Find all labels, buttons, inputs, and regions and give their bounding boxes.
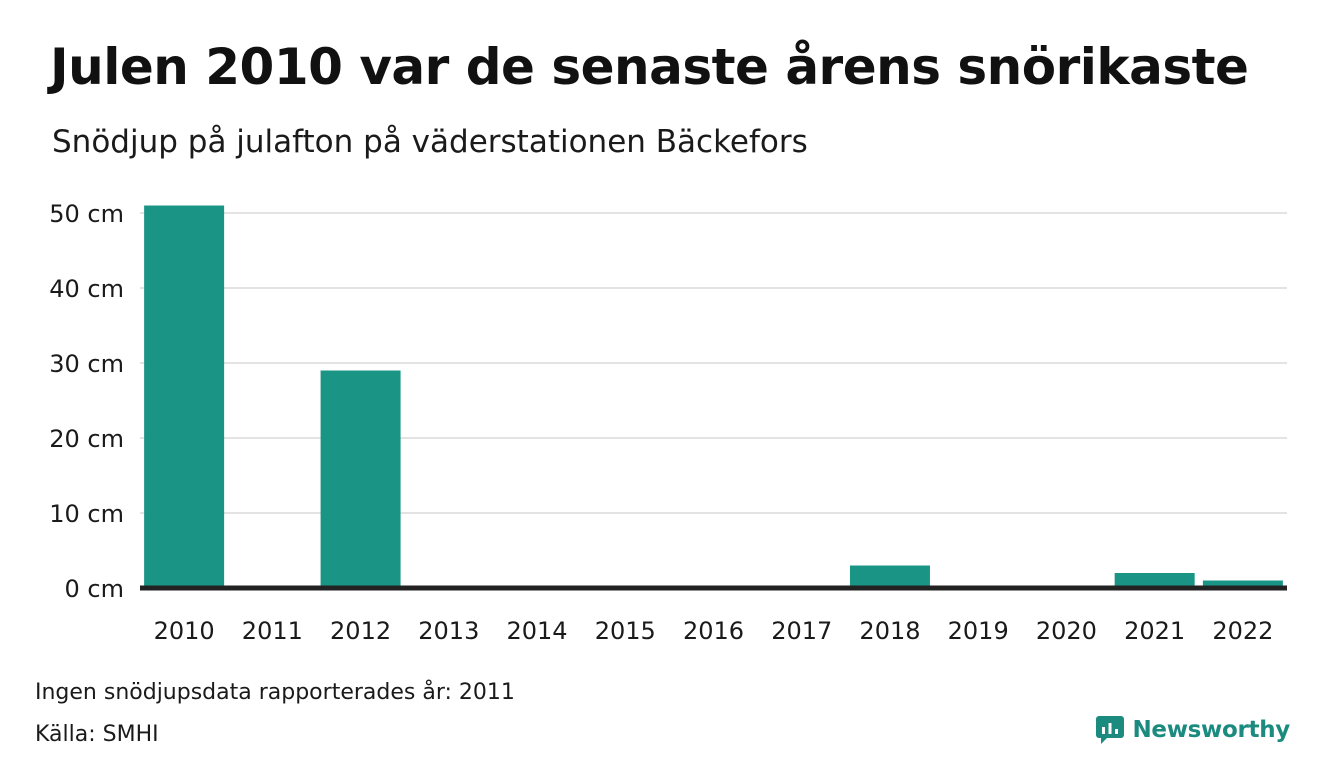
x-tick-label: 2019	[948, 617, 1009, 645]
brand-logo: Newsworthy	[1096, 716, 1290, 744]
y-tick-label: 40 cm	[49, 275, 124, 303]
chart-title: Julen 2010 var de senaste årens snörikas…	[50, 38, 1249, 96]
y-tick-label: 30 cm	[49, 350, 124, 378]
x-tick-label: 2011	[242, 617, 303, 645]
bars	[144, 205, 1283, 588]
gridlines	[140, 212, 1287, 514]
y-tick-label: 50 cm	[49, 200, 124, 228]
x-tick-label: 2015	[595, 617, 656, 645]
x-tick-label: 2018	[859, 617, 920, 645]
bar-chart-speech-bubble-icon	[1096, 716, 1125, 744]
bar-2018	[849, 565, 930, 588]
y-tick-label: 0 cm	[65, 575, 124, 603]
bar-2012	[320, 370, 401, 588]
x-tick-label: 2022	[1212, 617, 1273, 645]
x-tick-label: 2014	[506, 617, 567, 645]
x-tick-label: 2020	[1036, 617, 1097, 645]
source-note: Källa: SMHI	[35, 722, 159, 747]
y-tick-label: 10 cm	[49, 500, 124, 528]
bar-2022	[1202, 580, 1283, 588]
x-tick-label: 2021	[1124, 617, 1185, 645]
x-tick-label: 2010	[154, 617, 215, 645]
x-tick-label: 2017	[771, 617, 832, 645]
bar-2021	[1114, 573, 1195, 588]
y-axis-tick-labels: 0 cm 10 cm 20 cm 30 cm 40 cm 50 cm	[49, 200, 124, 603]
brand-name: Newsworthy	[1132, 717, 1290, 743]
x-tick-label: 2012	[330, 617, 391, 645]
bar-2010	[144, 205, 225, 588]
x-tick-label: 2016	[683, 617, 744, 645]
x-tick-label: 2013	[418, 617, 479, 645]
chart-subtitle: Snödjup på julafton på väderstationen Bä…	[52, 124, 808, 160]
x-axis-tick-labels: 2010 2011 2012 2013 2014 2015 2016 2017 2018 2019…	[154, 617, 1274, 645]
footnote-missing-data: Ingen snödjupsdata rapporterades år: 201…	[35, 680, 515, 705]
y-tick-label: 20 cm	[49, 425, 124, 453]
